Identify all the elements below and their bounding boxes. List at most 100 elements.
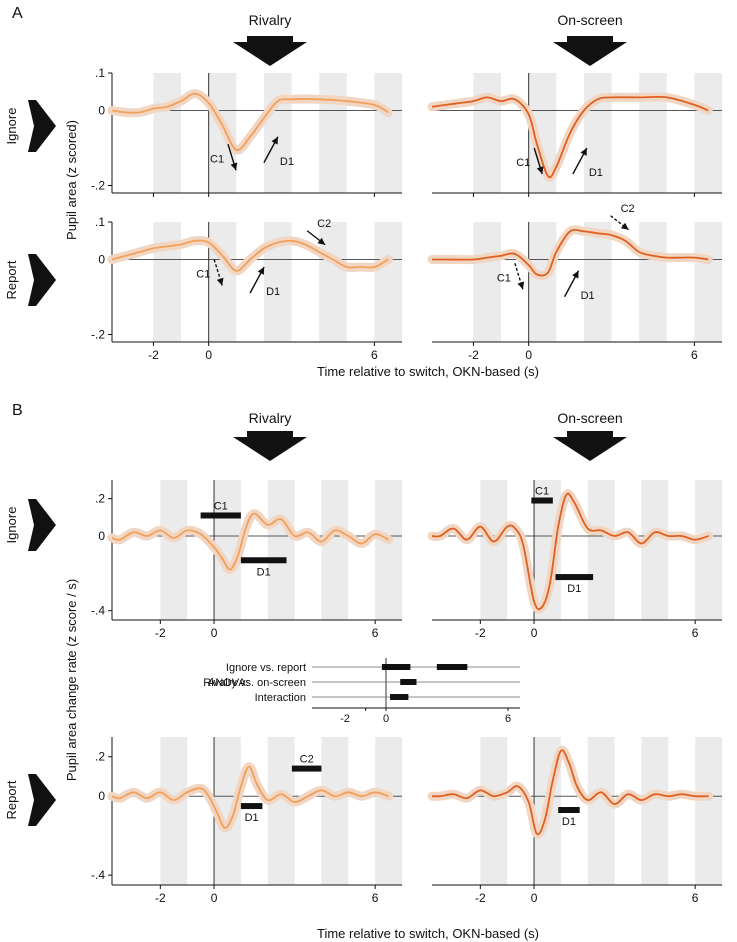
stripe xyxy=(263,73,292,193)
y-axis-label-a: Pupil area (z scored) xyxy=(64,120,79,240)
anova-inset: ANOVA: Ignore vs. report Rivalry vs. on-… xyxy=(203,658,520,725)
y-tick-label: 0 xyxy=(98,253,105,267)
series-line xyxy=(431,492,709,611)
annotation-label: C1 xyxy=(497,272,511,284)
annotation-label: D1 xyxy=(280,156,294,168)
annotation-arrowhead xyxy=(517,281,525,290)
x-tick-label: 0 xyxy=(211,626,218,640)
y-tick-label: 0 xyxy=(98,529,105,543)
anova-tick-label: 6 xyxy=(505,713,511,725)
chart-B-rivalry-ignore: .2 0 -.4 -2 0 6 C1 D1 xyxy=(91,480,402,640)
x-tick-label: 6 xyxy=(372,891,379,905)
stripe xyxy=(694,222,722,342)
chart-A-rivalry-report: .1 0 -.2 -2 0 6 C1 D1 C2 xyxy=(91,215,402,362)
stripe xyxy=(587,737,615,885)
stripe xyxy=(321,480,349,620)
x-tick-label: 0 xyxy=(531,626,538,640)
stripe xyxy=(639,222,667,342)
arrow-right-icon xyxy=(28,254,56,306)
y-tick-label: -.4 xyxy=(91,868,105,882)
row-label-a-ignore: Ignore xyxy=(4,108,19,145)
arrow-down-icon xyxy=(553,431,627,461)
interval-bar xyxy=(240,557,287,564)
arrow-right-icon xyxy=(28,100,56,152)
y-tick-label: -.2 xyxy=(91,328,105,342)
anova-prefix: ANOVA: xyxy=(208,677,249,689)
stripe xyxy=(473,222,502,342)
annotation-arrowhead xyxy=(317,237,326,245)
x-tick-label: 6 xyxy=(692,891,699,905)
x-tick-label: 6 xyxy=(372,626,379,640)
stripe xyxy=(267,737,295,885)
annotation-arrowhead xyxy=(257,267,265,275)
annotation-label: D1 xyxy=(581,290,595,302)
anova-tick-label: 0 xyxy=(383,713,389,725)
annotation-arrowhead xyxy=(572,270,579,279)
stripe xyxy=(153,222,182,342)
arrow-right-icon xyxy=(28,499,56,551)
stripe xyxy=(374,73,402,193)
annotation-label: C1 xyxy=(210,153,224,165)
stripe xyxy=(473,73,502,193)
x-tick-label: -2 xyxy=(155,626,166,640)
interval-bar xyxy=(240,803,263,810)
series-line xyxy=(111,765,389,829)
chart-B-onscreen-report: -2 0 6 D1 xyxy=(427,737,722,905)
y-tick-label: -.4 xyxy=(91,604,105,618)
stripe xyxy=(267,480,295,620)
anova-row-label: Rivalry vs. on-screen xyxy=(203,677,306,689)
x-tick-label: 0 xyxy=(205,348,212,362)
arrow-down-icon xyxy=(553,36,627,66)
x-tick-label: -2 xyxy=(155,891,166,905)
interval-label: D1 xyxy=(562,816,576,828)
interval-label: C1 xyxy=(214,500,228,512)
annotation-arrowhead xyxy=(216,277,224,286)
y-tick-label: .2 xyxy=(95,492,105,506)
anova-bar xyxy=(390,694,409,700)
series-line xyxy=(111,92,389,151)
annotation-arrowhead xyxy=(230,162,238,171)
annotation-label: C1 xyxy=(516,157,530,169)
series-line xyxy=(432,228,709,277)
stripe xyxy=(319,73,347,193)
col-title-b-rivalry: Rivalry xyxy=(249,410,292,426)
stripe xyxy=(375,737,402,885)
stripe xyxy=(641,737,669,885)
stripe xyxy=(583,222,612,342)
chart-A-rivalry-ignore: .1 0 -.2 C1 D1 xyxy=(91,66,402,197)
annotation-label: C2 xyxy=(317,218,331,230)
x-tick-label: -2 xyxy=(475,891,486,905)
y-tick-label: .1 xyxy=(95,66,105,80)
stripe xyxy=(321,737,349,885)
stripe xyxy=(528,222,557,342)
annotation-label: D1 xyxy=(266,286,280,298)
y-tick-label: .2 xyxy=(95,750,105,764)
anova-bar xyxy=(436,664,468,670)
x-tick-label: 6 xyxy=(692,626,699,640)
anova-tick-label: -2 xyxy=(340,713,350,725)
anova-bar xyxy=(381,664,411,670)
stripe xyxy=(374,222,402,342)
series-line xyxy=(431,95,709,179)
interval-label: D1 xyxy=(567,583,581,595)
interval-label: D1 xyxy=(245,812,259,824)
stripe xyxy=(160,737,188,885)
interval-bar xyxy=(291,765,322,772)
x-axis-label-b: Time relative to switch, OKN-based (s) xyxy=(317,926,539,941)
stripe xyxy=(641,480,669,620)
col-title-a-onscreen: On-screen xyxy=(557,12,622,28)
chart-B-rivalry-report: .2 0 -.4 -2 0 6 C2 D1 xyxy=(91,737,402,905)
annotation-label: C2 xyxy=(621,203,635,215)
x-tick-label: 6 xyxy=(371,348,378,362)
anova-row-label: Ignore vs. report xyxy=(226,662,306,674)
y-tick-label: 0 xyxy=(98,789,105,803)
row-label-b-report: Report xyxy=(4,780,19,819)
x-axis-label-a: Time relative to switch, OKN-based (s) xyxy=(317,364,539,379)
y-tick-label: 0 xyxy=(98,104,105,118)
annotation-arrowhead xyxy=(271,136,278,145)
interval-label: C2 xyxy=(300,754,314,766)
series-line xyxy=(111,512,389,571)
series-line xyxy=(431,749,709,836)
stripe xyxy=(583,73,612,193)
stripe xyxy=(480,737,508,885)
